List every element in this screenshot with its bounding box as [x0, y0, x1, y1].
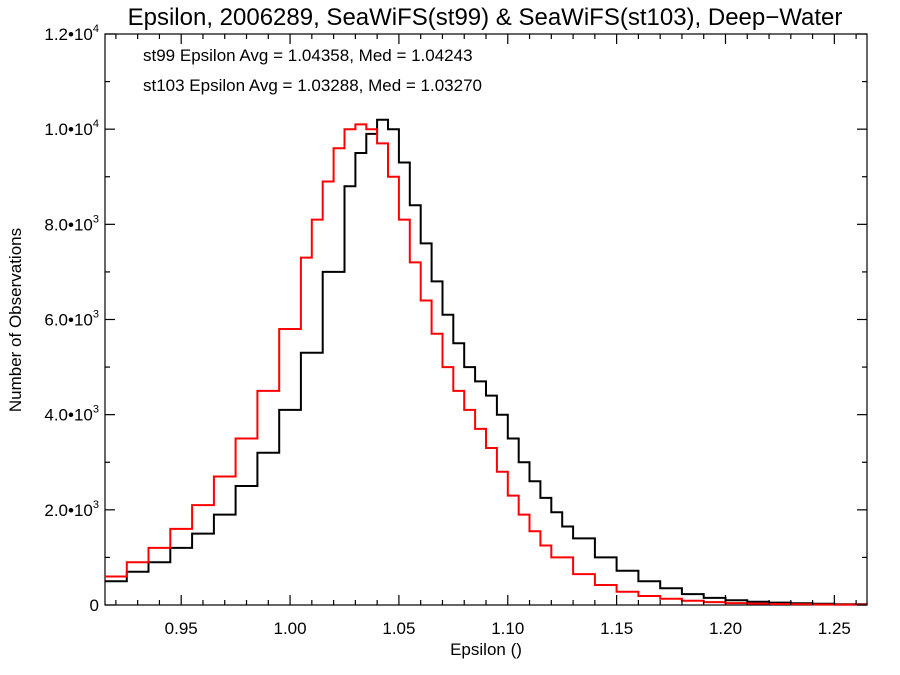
y-tick-label: 1.2•104: [44, 23, 99, 44]
y-tick-label: 8.0•103: [44, 213, 99, 234]
chart-title: Epsilon, 2006289, SeaWiFS(st99) & SeaWiF…: [128, 4, 843, 31]
x-tick-label: 1.15: [600, 619, 633, 638]
plot-frame: [104, 33, 868, 606]
annotation-st99: st99 Epsilon Avg = 1.04358, Med = 1.0424…: [143, 46, 473, 65]
x-tick-label: 1.10: [491, 619, 524, 638]
y-tick-label: 0: [90, 596, 99, 615]
x-tick-label: 1.05: [382, 619, 415, 638]
x-tick-label: 0.95: [165, 619, 198, 638]
x-tick-label: 1.20: [709, 619, 742, 638]
x-tick-label: 1.00: [274, 619, 307, 638]
series-layer: [105, 118, 868, 606]
axis-ticks: 0.95 1.00 1.05 1.10 1.15 1.20 1.25 0 2.0•103 4.0•…: [44, 23, 867, 638]
annotation-st103: st103 Epsilon Avg = 1.03288, Med = 1.032…: [143, 76, 482, 95]
y-tick-label: 4.0•103: [44, 404, 99, 425]
y-tick-label: 1.0•104: [44, 118, 99, 139]
series-line-1: [105, 123, 868, 606]
series-line-0: [105, 118, 868, 606]
x-tick-label: 1.25: [818, 619, 851, 638]
y-tick-label: 2.0•103: [44, 499, 99, 520]
x-axis-label: Epsilon (): [450, 640, 522, 659]
y-tick-label: 6.0•103: [44, 309, 99, 330]
y-axis-label: Number of Observations: [6, 228, 25, 412]
